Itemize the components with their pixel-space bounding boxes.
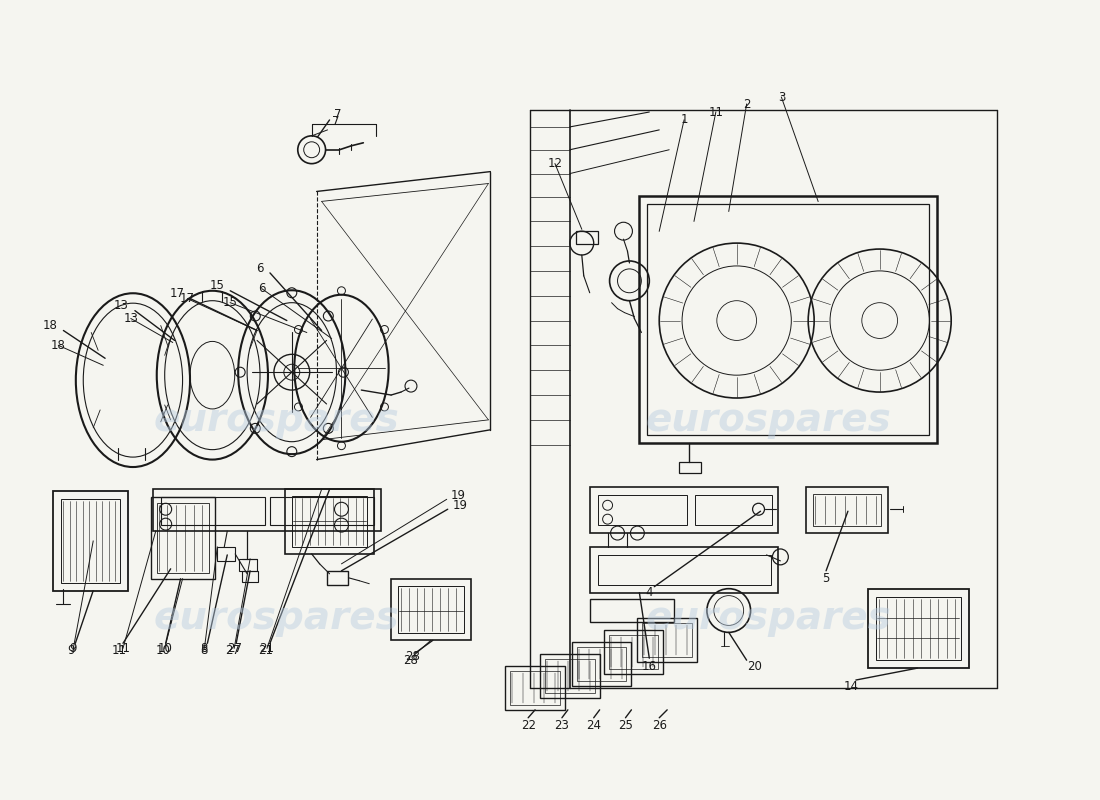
Bar (642, 623, 692, 658)
Text: eurospares: eurospares (154, 599, 399, 638)
Bar (544, 659, 595, 693)
Bar (679, 462, 701, 474)
Text: 2: 2 (742, 98, 750, 110)
Text: 13: 13 (114, 299, 129, 312)
Text: 15: 15 (209, 279, 224, 292)
Text: 1: 1 (680, 114, 688, 126)
Bar (327, 571, 349, 585)
Bar (597, 495, 688, 525)
Bar (608, 635, 658, 669)
Text: 11: 11 (111, 644, 126, 657)
Bar (806, 487, 888, 533)
Text: 20: 20 (747, 660, 761, 673)
Bar (572, 642, 631, 686)
Text: 8: 8 (200, 644, 208, 657)
Text: 22: 22 (520, 719, 536, 732)
Bar (575, 231, 597, 244)
Text: 18: 18 (43, 319, 57, 332)
Bar (218, 547, 235, 561)
Text: 9: 9 (69, 642, 77, 654)
Bar (590, 547, 779, 593)
Text: 17: 17 (180, 292, 195, 306)
Text: 28: 28 (404, 654, 418, 666)
Bar (153, 490, 382, 531)
Text: 7: 7 (331, 115, 339, 129)
Text: 27: 27 (227, 642, 242, 654)
Text: 17: 17 (169, 287, 185, 300)
Text: 3: 3 (778, 90, 785, 104)
Text: 6: 6 (256, 262, 264, 275)
Text: 10: 10 (155, 644, 170, 657)
Text: 15: 15 (223, 296, 238, 309)
Bar (604, 630, 663, 674)
Bar (398, 586, 463, 634)
Bar (505, 666, 565, 710)
Text: 16: 16 (641, 660, 657, 673)
Bar (639, 197, 937, 442)
Bar (876, 597, 961, 660)
Text: 7: 7 (333, 107, 341, 121)
Text: 13: 13 (123, 312, 139, 325)
Text: eurospares: eurospares (154, 401, 399, 439)
Text: 5: 5 (823, 572, 829, 586)
Text: 26: 26 (651, 719, 667, 732)
Text: 9: 9 (67, 644, 75, 657)
Bar (647, 204, 930, 434)
Bar (239, 559, 257, 571)
Bar (54, 491, 128, 590)
Text: eurospares: eurospares (646, 599, 891, 638)
Text: 4: 4 (646, 586, 653, 599)
Text: 24: 24 (586, 719, 602, 732)
Bar (695, 495, 772, 525)
Bar (576, 647, 627, 681)
Text: 12: 12 (548, 157, 562, 170)
Bar (590, 487, 779, 533)
Bar (157, 503, 209, 573)
Bar (62, 499, 120, 582)
Text: 11: 11 (708, 106, 724, 118)
Bar (151, 498, 216, 578)
Bar (597, 555, 771, 585)
Text: 23: 23 (554, 719, 570, 732)
Bar (161, 498, 265, 525)
Bar (510, 671, 560, 705)
Text: 10: 10 (157, 642, 172, 654)
Text: 8: 8 (200, 642, 208, 654)
Text: 19: 19 (453, 498, 468, 512)
Bar (813, 494, 881, 526)
Text: eurospares: eurospares (646, 401, 891, 439)
Bar (285, 490, 374, 554)
Bar (392, 578, 471, 640)
Text: 14: 14 (844, 679, 858, 693)
Text: 25: 25 (618, 719, 632, 732)
Text: 27: 27 (224, 644, 240, 657)
Text: 11: 11 (116, 642, 131, 654)
Text: 19: 19 (451, 489, 465, 502)
Bar (540, 654, 600, 698)
Text: 28: 28 (406, 650, 420, 662)
Text: 18: 18 (51, 339, 66, 352)
Text: 6: 6 (258, 282, 266, 295)
Bar (270, 498, 374, 525)
Text: 21: 21 (258, 644, 274, 657)
Bar (637, 618, 697, 662)
Bar (868, 589, 969, 668)
Bar (590, 598, 674, 622)
Bar (292, 496, 367, 547)
Text: 21: 21 (260, 642, 275, 654)
Bar (242, 571, 258, 582)
